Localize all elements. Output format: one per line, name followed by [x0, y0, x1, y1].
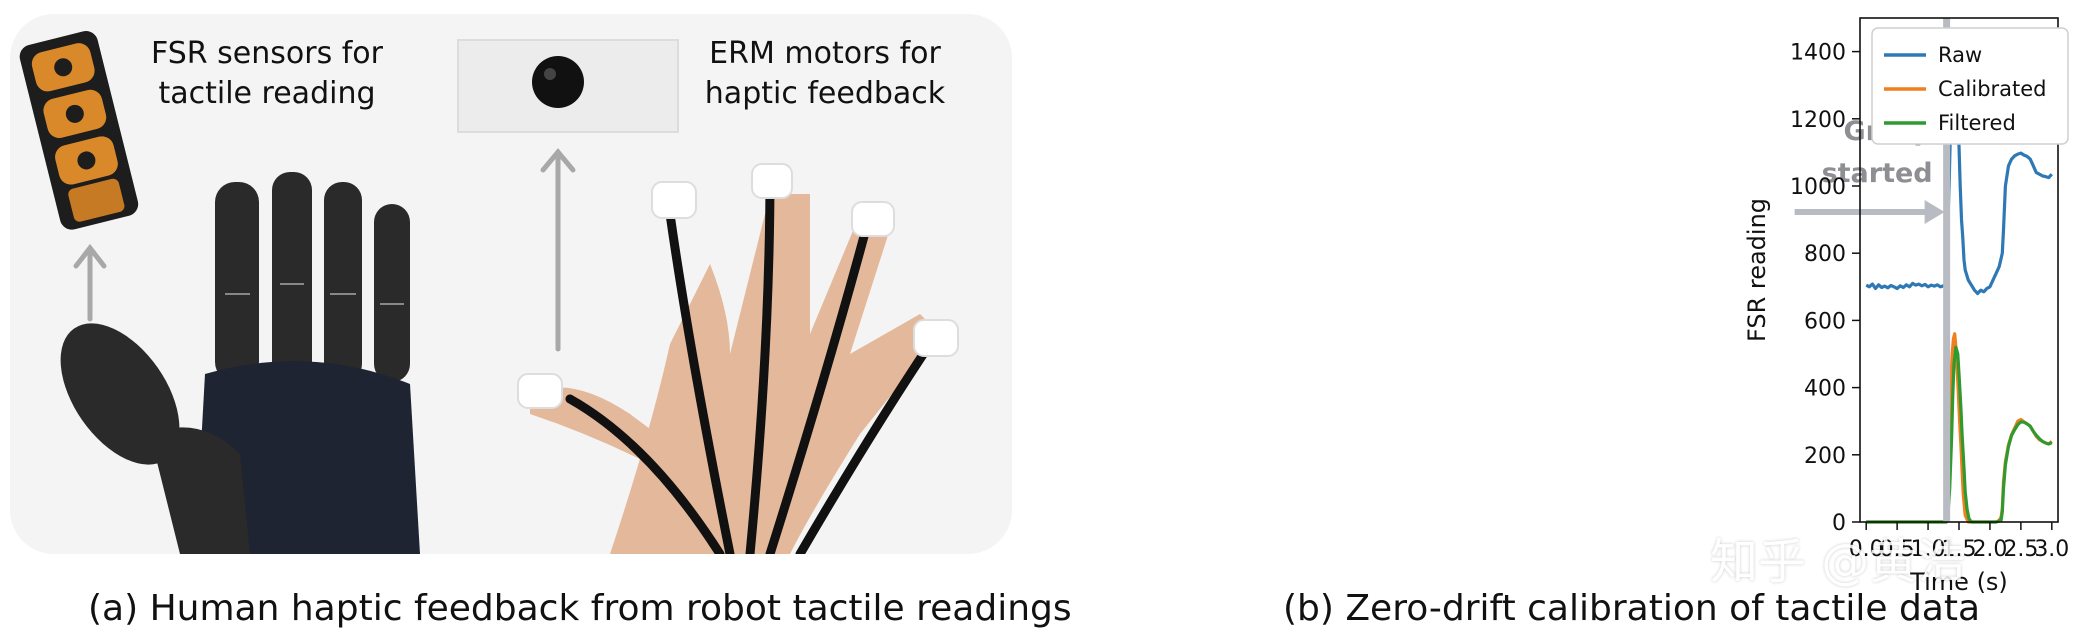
grasp-annotation-line2: started [1822, 158, 1933, 189]
y-tick-label: 1200 [1790, 108, 1846, 133]
y-tick-label: 400 [1804, 377, 1846, 402]
y-tick-label: 600 [1804, 309, 1846, 334]
fsr-label: FSR sensors for tactile reading [132, 34, 402, 114]
fsr-chart: Grasp started 0.00.51.01.52.02.53.0 0200… [1743, 17, 2069, 596]
arrow-to-erm-icon [540, 148, 576, 352]
legend-entry-calibrated: Calibrated [1938, 77, 2047, 101]
haptic-strap-icon [565, 169, 935, 554]
caption-b: (b) Zero-drift calibration of tactile da… [1283, 588, 1981, 629]
erm-motor-image [457, 39, 679, 133]
arrow-to-fsr-icon [73, 243, 107, 322]
panel-a-figure: FSR sensors for tactile reading ERM moto… [10, 14, 1012, 554]
y-tick-label: 1000 [1790, 175, 1846, 200]
y-tick-label: 0 [1832, 511, 1846, 536]
legend-entry-raw: Raw [1938, 43, 1982, 67]
human-hand-image [530, 194, 940, 554]
fsr-label-line1: FSR sensors for [151, 36, 383, 71]
erm-label: ERM motors for haptic feedback [690, 34, 960, 114]
x-tick-label: 0.0 [1849, 537, 1884, 562]
legend: Raw Calibrated Filtered [1871, 27, 2069, 145]
y-tick-label: 800 [1804, 242, 1846, 267]
legend-entry-filtered: Filtered [1938, 111, 2016, 135]
y-tick-label: 1400 [1790, 41, 1846, 66]
watermark-logo: 知乎 @黄浩 [1710, 534, 1966, 590]
x-tick-label: 1.5 [1942, 537, 1977, 562]
y-tick-label: 200 [1804, 444, 1846, 469]
y-axis-label: FSR reading [1743, 198, 1771, 342]
grasp-arrow-icon [1794, 200, 1945, 224]
fsr-sensor-image [19, 31, 139, 230]
legend-box [1871, 27, 2069, 145]
erm-label-line1: ERM motors for [709, 36, 941, 71]
panel-b-figure: Grasp started 0.00.51.01.52.02.53.0 0200… [1020, 0, 2088, 640]
erm-label-line2: haptic feedback [704, 76, 946, 111]
robot-hand-image [60, 172, 420, 554]
x-tick-label: 2.0 [1972, 537, 2007, 562]
x-tick-label: 0.5 [1880, 537, 1915, 562]
x-tick-label: 2.5 [2003, 537, 2038, 562]
fsr-label-line2: tactile reading [158, 76, 376, 111]
x-tick-label: 3.0 [2034, 537, 2069, 562]
caption-a: (a) Human haptic feedback from robot tac… [88, 588, 1072, 629]
x-axis-label: Time (s) [1909, 568, 2008, 596]
x-tick-label: 1.0 [1911, 537, 1946, 562]
photo-illustration [19, 31, 959, 554]
